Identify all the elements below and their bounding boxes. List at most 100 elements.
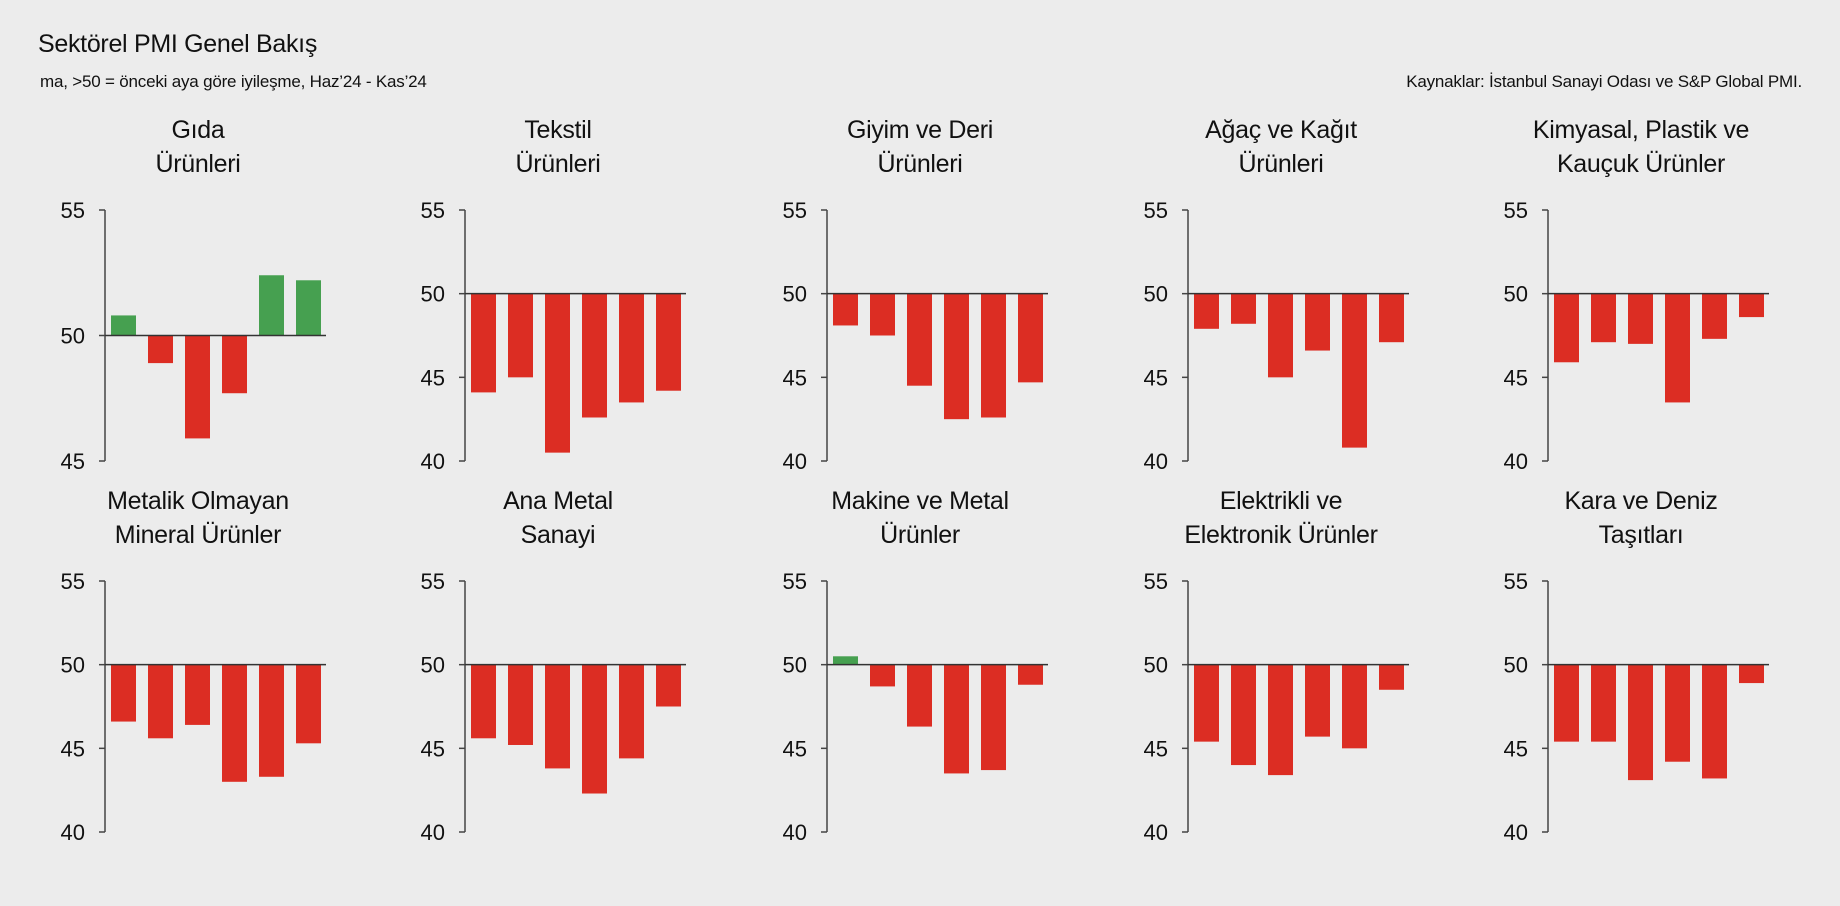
chart-title: Makine ve Metal Ürünler xyxy=(780,484,1060,552)
bar-chart: 55 50 45 xyxy=(61,198,326,474)
bar xyxy=(471,664,496,739)
bar-chart: 55 50 45 40 xyxy=(1504,569,1769,845)
bar xyxy=(619,664,644,759)
chart-title-line: Kara ve Deniz xyxy=(1564,487,1718,515)
bar xyxy=(1554,664,1579,742)
chart-panel: Gıda Ürünleri 55 50 45 xyxy=(38,113,338,493)
bar xyxy=(1591,293,1616,343)
bar xyxy=(111,664,136,722)
y-tick-label: 40 xyxy=(783,820,807,845)
y-tick-label: 40 xyxy=(421,449,445,474)
bar xyxy=(944,293,969,420)
chart-title-line: Ürünleri xyxy=(877,150,963,178)
bar-chart: 55 50 45 40 xyxy=(1504,198,1769,474)
chart-title: Kara ve Deniz Taşıtları xyxy=(1501,484,1781,552)
bar xyxy=(582,293,607,418)
bar xyxy=(545,664,570,769)
chart-title-line: Elektronik Ürünler xyxy=(1184,521,1378,549)
chart-title-line: Sanayi xyxy=(520,521,596,549)
bar-chart: 55 50 45 40 xyxy=(421,569,686,845)
chart-panel: Ağaç ve Kağıt Ürünleri 55 50 45 40 xyxy=(1121,113,1421,493)
y-tick-label: 50 xyxy=(61,324,85,349)
y-tick-label: 50 xyxy=(783,282,807,307)
bar xyxy=(1194,664,1219,742)
bar xyxy=(1379,293,1404,343)
y-tick-label: 55 xyxy=(421,198,445,223)
chart-panel: Kara ve Deniz Taşıtları 55 50 45 40 xyxy=(1481,484,1781,864)
bar xyxy=(656,664,681,707)
y-tick-label: 50 xyxy=(421,653,445,678)
chart-title-line: Ağaç ve Kağıt xyxy=(1205,116,1357,144)
bar xyxy=(1554,293,1579,363)
bar xyxy=(545,293,570,453)
bar xyxy=(981,293,1006,418)
bar xyxy=(1739,293,1764,318)
y-tick-label: 55 xyxy=(61,569,85,594)
chart-title-line: Elektrikli ve xyxy=(1219,487,1343,515)
y-tick-label: 45 xyxy=(61,449,85,474)
bar xyxy=(1268,664,1293,776)
y-tick-label: 55 xyxy=(783,198,807,223)
chart-title: Gıda Ürünleri xyxy=(58,113,338,181)
chart-title-line: Ürünler xyxy=(880,521,960,549)
bar xyxy=(833,293,858,326)
chart-title-line: Kauçuk Ürünler xyxy=(1556,150,1726,178)
bar xyxy=(1231,664,1256,766)
bar xyxy=(981,664,1006,771)
chart-title-line: Tekstil xyxy=(524,116,592,144)
y-tick-label: 45 xyxy=(1504,365,1528,390)
y-tick-label: 50 xyxy=(1144,653,1168,678)
bar xyxy=(1628,664,1653,781)
chart-title: Giyim ve Deri Ürünleri xyxy=(780,113,1060,181)
bar xyxy=(907,664,932,727)
chart-title-line: Makine ve Metal xyxy=(831,487,1009,515)
bar xyxy=(944,664,969,774)
bar xyxy=(222,664,247,782)
bar xyxy=(1194,293,1219,329)
y-tick-label: 45 xyxy=(421,736,445,761)
bar xyxy=(222,335,247,394)
y-tick-label: 45 xyxy=(1504,736,1528,761)
chart-panel: Elektrikli ve Elektronik Ürünler 55 50 45 40 xyxy=(1121,484,1421,864)
chart-title: Ana Metal Sanayi xyxy=(418,484,698,552)
bar-chart: 55 50 45 40 xyxy=(61,569,326,845)
chart-panel: Tekstil Ürünleri 55 50 45 40 xyxy=(398,113,698,493)
bar xyxy=(1739,664,1764,684)
bar-chart: 55 50 45 40 xyxy=(1144,198,1409,474)
bar xyxy=(907,293,932,386)
y-tick-label: 50 xyxy=(61,653,85,678)
bar xyxy=(1018,664,1043,685)
bar xyxy=(148,664,173,739)
bar-chart: 55 50 45 40 xyxy=(1144,569,1409,845)
bar xyxy=(1702,293,1727,339)
bar xyxy=(1342,293,1367,448)
y-tick-label: 40 xyxy=(783,449,807,474)
bar xyxy=(1628,293,1653,344)
chart-title-line: Metalik Olmayan xyxy=(107,487,289,515)
y-tick-label: 45 xyxy=(421,365,445,390)
bar xyxy=(1379,664,1404,690)
y-tick-label: 45 xyxy=(61,736,85,761)
bar xyxy=(508,664,533,745)
y-tick-label: 55 xyxy=(1504,569,1528,594)
bar xyxy=(1305,293,1330,351)
y-tick-label: 55 xyxy=(1504,198,1528,223)
bar xyxy=(833,656,858,665)
chart-title-line: Kimyasal, Plastik ve xyxy=(1532,116,1750,144)
source-note: Kaynaklar: İstanbul Sanayi Odası ve S&P … xyxy=(1406,72,1802,91)
bar xyxy=(619,293,644,403)
y-tick-label: 55 xyxy=(61,198,85,223)
y-tick-label: 55 xyxy=(1144,198,1168,223)
y-tick-label: 50 xyxy=(1504,653,1528,678)
bar xyxy=(259,664,284,777)
y-tick-label: 45 xyxy=(1144,736,1168,761)
y-tick-label: 40 xyxy=(1144,820,1168,845)
y-tick-label: 50 xyxy=(421,282,445,307)
y-tick-label: 40 xyxy=(1504,449,1528,474)
bar xyxy=(1591,664,1616,742)
bar xyxy=(1702,664,1727,779)
bar xyxy=(870,664,895,687)
bar-chart: 55 50 45 40 xyxy=(783,198,1048,474)
bar xyxy=(1305,664,1330,737)
y-tick-label: 45 xyxy=(1144,365,1168,390)
